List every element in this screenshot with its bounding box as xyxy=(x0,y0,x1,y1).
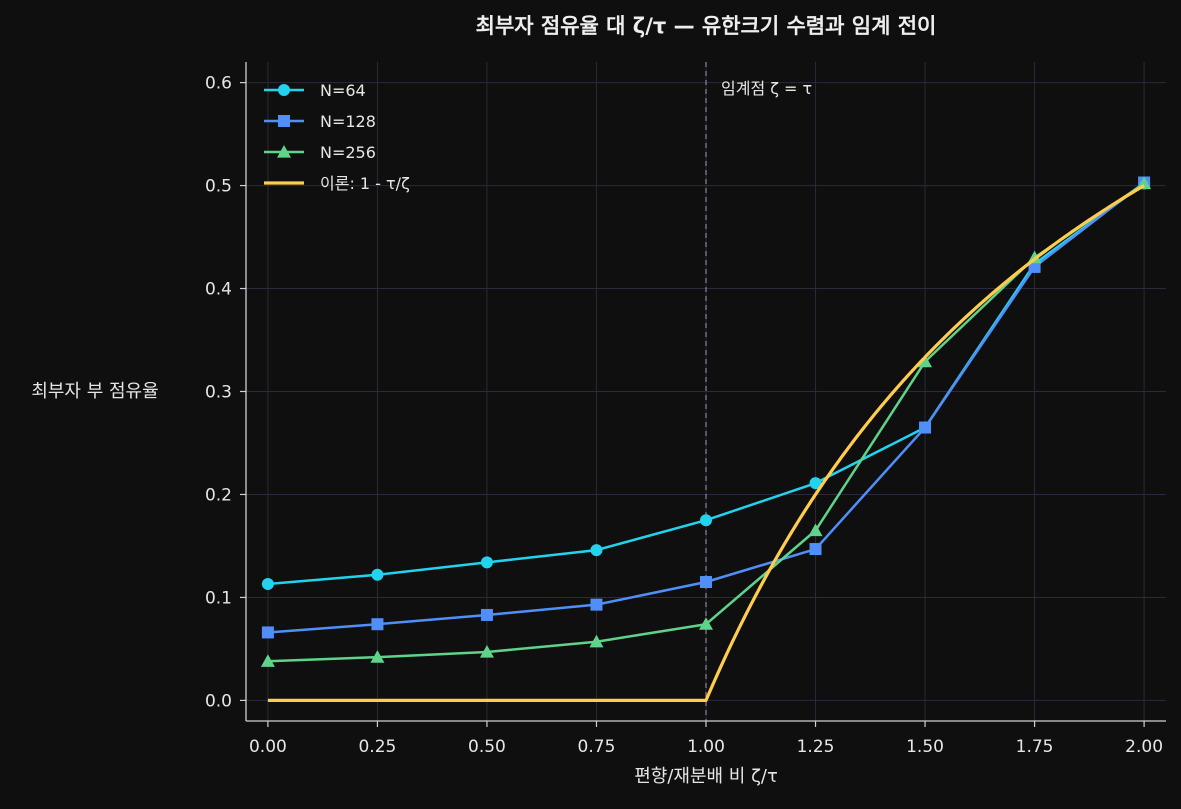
data-point-N=128-0 xyxy=(261,626,274,639)
data-point-N=256-0 xyxy=(260,654,275,667)
x-tick-label-6: 1.50 xyxy=(906,737,944,757)
y-tick-label-1: 0.1 xyxy=(205,588,232,608)
y-tick-label-5: 0.5 xyxy=(205,177,232,197)
legend-marker-N=128 xyxy=(278,115,290,127)
y-tick-label-3: 0.3 xyxy=(205,383,232,403)
x-tick-label-4: 1.00 xyxy=(687,737,725,757)
series-N=128 xyxy=(261,176,1151,639)
data-point-N=64-2 xyxy=(480,556,493,569)
theory-curve xyxy=(267,184,1145,703)
legend-label-theory: 이론: 1 - τ/ζ xyxy=(320,174,410,193)
legend-label-N=128: N=128 xyxy=(320,112,376,131)
x-tick-label-1: 0.25 xyxy=(358,737,396,757)
data-point-N=256-5 xyxy=(808,523,823,537)
data-point-N=64-0 xyxy=(261,578,274,591)
data-series xyxy=(260,176,1152,703)
x-tick-label-7: 1.75 xyxy=(1016,737,1054,757)
legend-item-theory: 이론: 1 - τ/ζ xyxy=(264,174,410,193)
y-tick-label-4: 0.4 xyxy=(205,280,232,300)
legend: N=64 N=128 N=256 이론: 1 - τ/ζ xyxy=(264,81,410,193)
data-point-N=64-3 xyxy=(590,544,603,557)
data-point-N=256-4 xyxy=(699,617,713,630)
y-axis-label: 최부자 부 점유율 xyxy=(31,381,158,402)
x-tick-label-8: 2.00 xyxy=(1125,737,1163,757)
data-point-N=256-1 xyxy=(370,650,385,663)
data-point-N=64-1 xyxy=(371,568,384,581)
tick-labels: 0.00 0.25 0.50 0.75 1.00 1.25 1.50 1.75 2.00 0.0 0… xyxy=(205,74,1163,757)
legend-marker-N=64 xyxy=(278,84,290,96)
critical-line-label: 임계점 ζ = τ xyxy=(721,79,812,98)
data-point-N=64-4 xyxy=(700,514,712,527)
series-theory xyxy=(267,184,1145,703)
y-tick-label-0: 0.0 xyxy=(205,691,232,711)
data-point-N=128-7 xyxy=(1028,260,1041,273)
data-point-N=256-2 xyxy=(479,645,494,658)
critical-point-marker: 임계점 ζ = τ xyxy=(705,62,812,721)
x-tick-label-3: 0.75 xyxy=(578,737,616,757)
data-point-N=128-6 xyxy=(919,421,932,434)
data-point-N=256-3 xyxy=(589,634,604,648)
data-point-N=128-4 xyxy=(700,575,712,588)
y-tick-label-6: 0.6 xyxy=(205,74,232,94)
legend-marker-N=256 xyxy=(277,145,291,158)
data-point-N=128-2 xyxy=(480,608,493,621)
x-tick-label-0: 0.00 xyxy=(249,737,287,757)
legend-item-N=64: N=64 xyxy=(264,81,366,100)
legend-label-N=64: N=64 xyxy=(320,81,366,100)
data-point-N=128-5 xyxy=(809,543,822,556)
data-point-N=256-6 xyxy=(918,354,933,368)
legend-item-N=256: N=256 xyxy=(264,143,376,162)
x-tick-label-5: 1.25 xyxy=(797,737,835,757)
data-point-N=64-5 xyxy=(809,477,822,490)
legend-item-N=128: N=128 xyxy=(264,112,376,131)
x-tick-label-2: 0.50 xyxy=(468,737,506,757)
data-point-N=128-3 xyxy=(590,598,603,611)
legend-label-N=256: N=256 xyxy=(320,143,376,162)
y-tick-label-2: 0.2 xyxy=(205,485,232,505)
x-axis-label: 편향/재분배 비 ζ/τ xyxy=(634,766,778,787)
data-point-N=128-1 xyxy=(371,618,384,631)
chart-title: 최부자 점유율 대 ζ/τ — 유한크기 수렴과 임계 전이 xyxy=(476,14,937,38)
